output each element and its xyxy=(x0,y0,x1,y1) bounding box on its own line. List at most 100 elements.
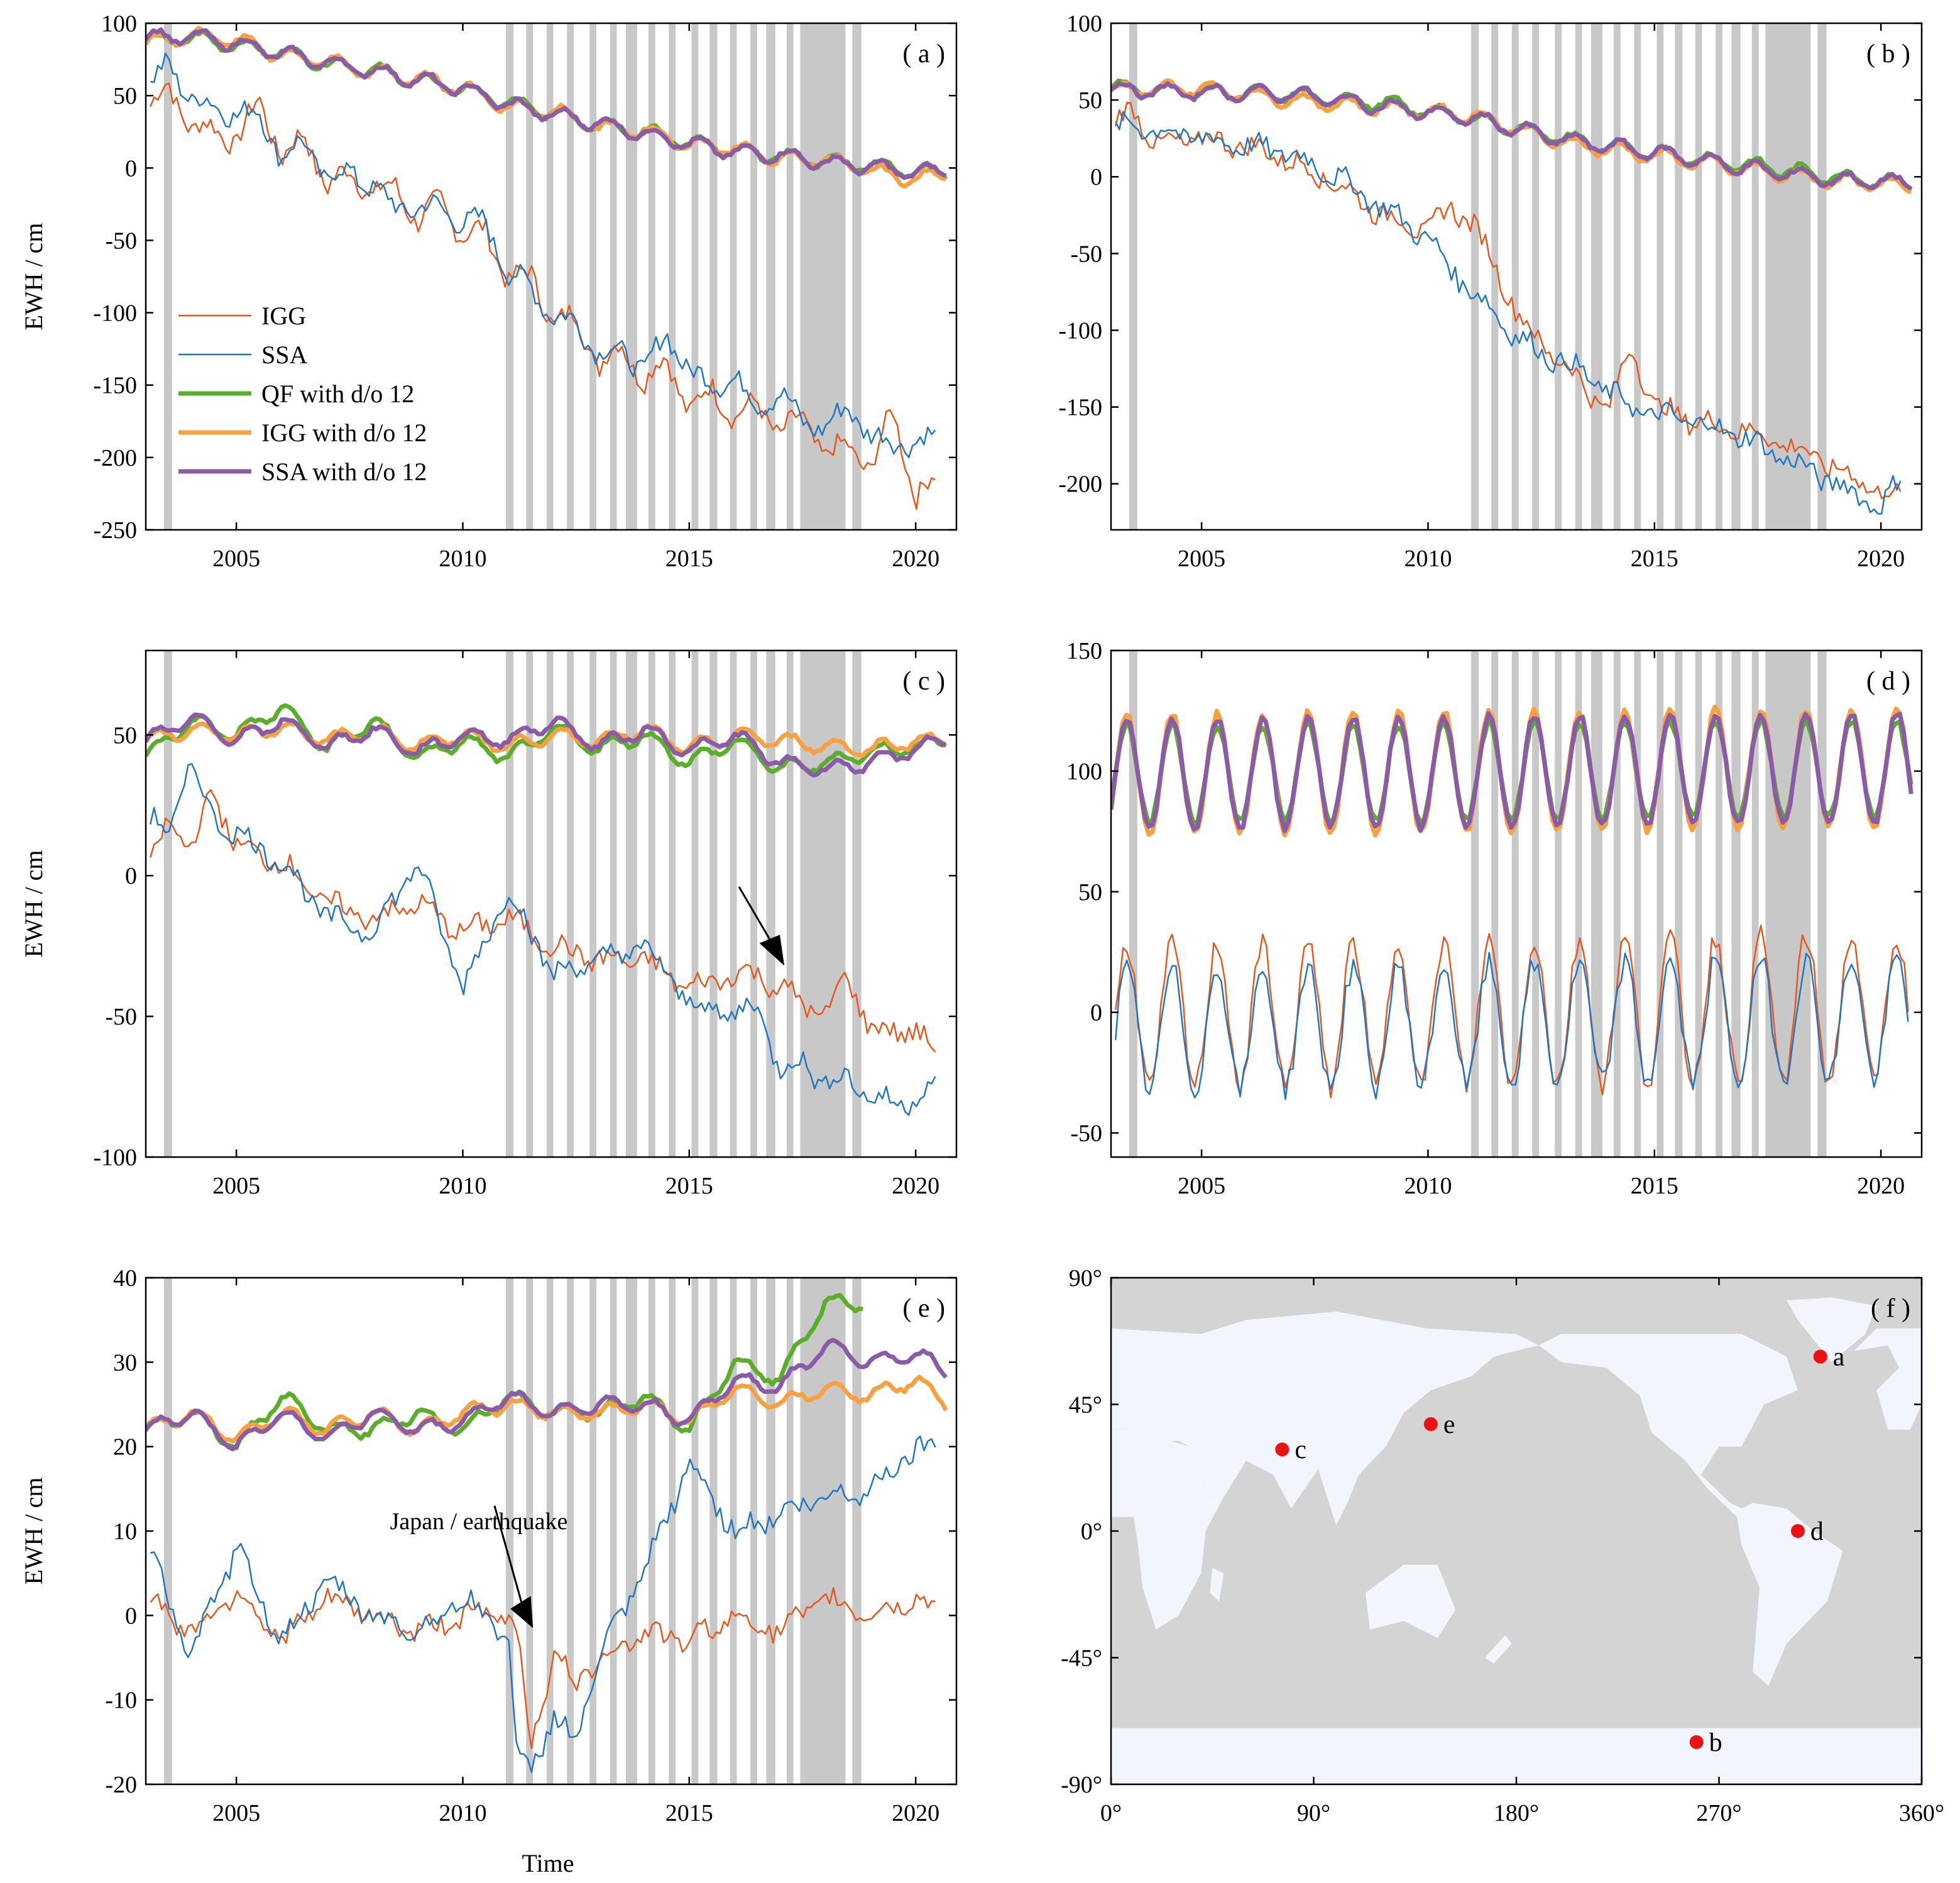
data-gap-band xyxy=(1555,23,1562,530)
y-tick-label: 30 xyxy=(113,1349,137,1376)
x-tick-label: 2010 xyxy=(439,546,486,572)
series-line-ssa-with-d-o-12 xyxy=(1111,711,1913,833)
site-marker-c xyxy=(1275,1442,1289,1457)
x-tick-label: 2020 xyxy=(892,546,939,572)
y-tick-label: -200 xyxy=(1058,471,1102,498)
earthquake-annotation: Japan / earthquake xyxy=(390,1508,568,1535)
data-gap-band xyxy=(800,651,846,1157)
plot-area xyxy=(146,1278,948,1784)
x-tick-label: 360° xyxy=(1899,1800,1944,1826)
y-tick-label: -150 xyxy=(1058,395,1102,421)
site-label-b: b xyxy=(1709,1728,1722,1757)
data-gap-band xyxy=(567,1278,574,1784)
y-tick-label: -90° xyxy=(1061,1772,1102,1798)
data-gap-band xyxy=(1656,23,1664,530)
data-gap-band xyxy=(1613,651,1621,1157)
data-gap-band xyxy=(1555,651,1562,1157)
x-tick-label: 180° xyxy=(1494,1800,1539,1826)
y-tick-label: 50 xyxy=(1078,879,1102,906)
y-tick-label: -50 xyxy=(105,228,137,254)
data-gap-band xyxy=(750,1278,757,1784)
site-marker-b xyxy=(1689,1735,1704,1749)
data-gap-band xyxy=(1575,23,1582,530)
data-gap-band xyxy=(669,651,676,1157)
data-gap-band xyxy=(526,651,534,1157)
data-gap-band xyxy=(625,651,637,1157)
x-tick-label: 2020 xyxy=(892,1800,939,1826)
data-gap-band xyxy=(691,1278,699,1784)
arrow-head xyxy=(759,935,785,966)
x-tick-label: 2015 xyxy=(665,546,713,572)
plot-area xyxy=(146,651,948,1157)
data-gap-band xyxy=(800,23,846,530)
panel-d: 150 100 50 0 -50 2005 2010 2015 2020 ( d ) xyxy=(1066,638,1923,1199)
y-tick-label: 90° xyxy=(1069,1265,1102,1292)
data-gap-band xyxy=(546,23,554,530)
land-mass xyxy=(1111,1429,1224,1630)
data-gap-band xyxy=(505,651,514,1157)
panel-label: ( f ) xyxy=(1871,1294,1910,1323)
data-gap-band xyxy=(163,651,172,1157)
data-gap-band xyxy=(1634,23,1641,530)
site-marker-e xyxy=(1423,1417,1438,1431)
y-tick-label: -150 xyxy=(93,373,137,399)
x-tick-label: 2010 xyxy=(439,1173,486,1199)
land-mass xyxy=(1854,1328,1922,1430)
data-gap-band xyxy=(589,651,597,1157)
data-gap-band xyxy=(766,651,775,1157)
series-line-ssa-with-d-o-12 xyxy=(146,1337,948,1452)
data-gap-band xyxy=(1656,651,1664,1157)
data-gap-band xyxy=(610,1278,617,1784)
data-gap-band xyxy=(1716,651,1722,1157)
data-gap-band xyxy=(709,1278,718,1784)
y-tick-label: 40 xyxy=(113,1265,137,1292)
series-line-ssa-with-d-o-12 xyxy=(1111,81,1913,191)
arrow-shaft xyxy=(738,886,777,950)
land-mass xyxy=(1538,1334,1843,1686)
x-tick-label: 2015 xyxy=(1631,546,1678,572)
data-gap-band xyxy=(567,23,574,530)
y-tick-label: -250 xyxy=(93,517,137,544)
x-tick-label: 0° xyxy=(1100,1800,1122,1826)
x-tick-label: 2005 xyxy=(1178,1173,1225,1199)
x-tick-label: 2010 xyxy=(1404,546,1452,572)
data-gap-band xyxy=(625,1278,637,1784)
data-gap-band xyxy=(526,23,534,530)
data-gap-band xyxy=(786,651,794,1157)
y-tick-label: 0 xyxy=(125,155,137,182)
panel-label: ( b ) xyxy=(1866,40,1910,69)
series-line-igg xyxy=(149,789,936,1053)
series-line-ssa-with-d-o-12 xyxy=(146,712,946,778)
y-axis-label: EWH / cm xyxy=(19,222,48,330)
y-tick-label: 0 xyxy=(125,863,137,889)
data-gap-band xyxy=(1613,23,1621,530)
plot-area xyxy=(146,23,948,530)
land-mass xyxy=(1787,1297,1877,1363)
data-gap-band xyxy=(1716,23,1722,530)
site-label-d: d xyxy=(1810,1517,1824,1546)
axes-frame xyxy=(145,22,958,531)
axes-frame xyxy=(145,649,958,1158)
series-line-ssa xyxy=(1114,952,1909,1101)
x-tick-label: 2020 xyxy=(1857,546,1905,572)
y-axis-label: EWH / cm xyxy=(19,1477,48,1584)
panel-label: ( d ) xyxy=(1866,667,1910,696)
axes-frame xyxy=(1110,22,1923,531)
y-tick-label: 150 xyxy=(1066,638,1102,664)
series-line-ssa-with-d-o-12 xyxy=(146,27,947,180)
panel-b: 100 50 0 -50 -100 -150 -200 2005 2010 2015 2020 ( b… xyxy=(1058,11,1923,572)
legend-entry-1: IGG xyxy=(261,302,306,330)
x-tick-label: 2005 xyxy=(212,1800,260,1826)
data-gap-band xyxy=(648,1278,655,1784)
y-tick-label: -100 xyxy=(1058,317,1102,344)
y-tick-label: -50 xyxy=(1070,1121,1102,1147)
x-tick-label: 2005 xyxy=(212,546,260,572)
data-gap-band xyxy=(1491,23,1499,530)
data-gap-band xyxy=(730,23,737,530)
y-axis-label: EWH / cm xyxy=(19,850,48,957)
data-gap-band xyxy=(786,23,794,530)
data-gap-band xyxy=(669,1278,676,1784)
y-tick-label: 100 xyxy=(1066,759,1102,785)
